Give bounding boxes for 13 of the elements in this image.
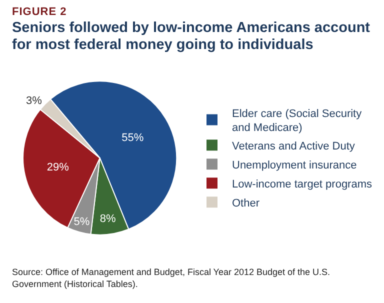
- source-note: Source: Office of Management and Budget, Fiscal Year 2012 Budget of the U.S. Government (Historical Tables).: [12, 266, 332, 290]
- legend-label: Low-income target programs: [232, 178, 373, 190]
- chart-subtitle: FIGURE 2: [12, 6, 67, 18]
- legend-label: Other: [232, 197, 260, 210]
- data-label: 55%: [122, 132, 144, 144]
- chart-title: Seniors followed by low-income Americans account for most federal money going to individuals: [12, 20, 372, 54]
- data-label: 8%: [100, 212, 116, 225]
- legend-label: Unemployment insurance: [232, 159, 357, 172]
- legend-label: Veterans and Active Duty: [232, 140, 356, 152]
- data-label: 29%: [46, 162, 70, 174]
- legend-label: Elder care (Social Security and Medicare): [232, 108, 362, 134]
- data-label: 5%: [74, 216, 90, 228]
- data-label: 3%: [26, 95, 42, 108]
